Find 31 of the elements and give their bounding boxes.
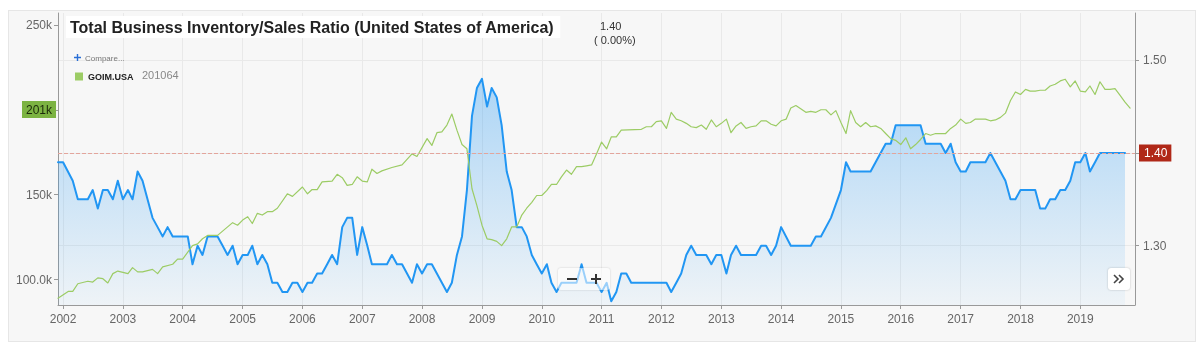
x-tick-label: 2018 bbox=[1007, 312, 1035, 326]
x-tick-label: 2005 bbox=[229, 312, 257, 326]
x-tick-label: 2003 bbox=[109, 312, 137, 326]
y-tick-label: 250k bbox=[25, 17, 53, 32]
x-tick-label: 2019 bbox=[1066, 312, 1094, 326]
x-tick-label: 2016 bbox=[887, 312, 915, 326]
x-tick-label: 2004 bbox=[169, 312, 197, 326]
chart-title: Total Business Inventory/Sales Ratio (United States of America) bbox=[70, 18, 554, 36]
y2-tick-label: 1.50 bbox=[1143, 53, 1167, 68]
x-tick-label: 2008 bbox=[408, 312, 436, 326]
annotation: ( 0.00%) bbox=[594, 33, 636, 46]
x-tick-label: 2013 bbox=[707, 312, 736, 326]
x-tick-label: 2011 bbox=[588, 312, 615, 326]
x-tick-label: 2017 bbox=[947, 312, 975, 326]
x-tick-label: 2002 bbox=[49, 312, 77, 326]
legend-label: GOIM.USA bbox=[88, 71, 134, 82]
annotation: Compare... bbox=[85, 53, 125, 63]
x-tick-label: 2012 bbox=[648, 312, 676, 326]
x-tick-label: 2014 bbox=[767, 312, 795, 326]
y-tick-label: 100.0k bbox=[15, 272, 53, 287]
annotation: 201064 bbox=[142, 68, 179, 81]
y2-tick-label: 1.30 bbox=[1143, 238, 1167, 253]
x-tick-label: 2010 bbox=[528, 312, 556, 326]
x-tick-label: 2006 bbox=[289, 312, 317, 326]
annotation: 1.40 bbox=[600, 19, 622, 32]
ref-line-label: 1.40 bbox=[1144, 145, 1168, 160]
y-tick-label: 150k bbox=[25, 187, 53, 202]
x-tick-label: 2007 bbox=[348, 312, 376, 326]
x-tick-label: 2009 bbox=[468, 312, 496, 326]
x-tick-label: 2015 bbox=[827, 312, 855, 326]
text: 201k bbox=[26, 103, 54, 117]
